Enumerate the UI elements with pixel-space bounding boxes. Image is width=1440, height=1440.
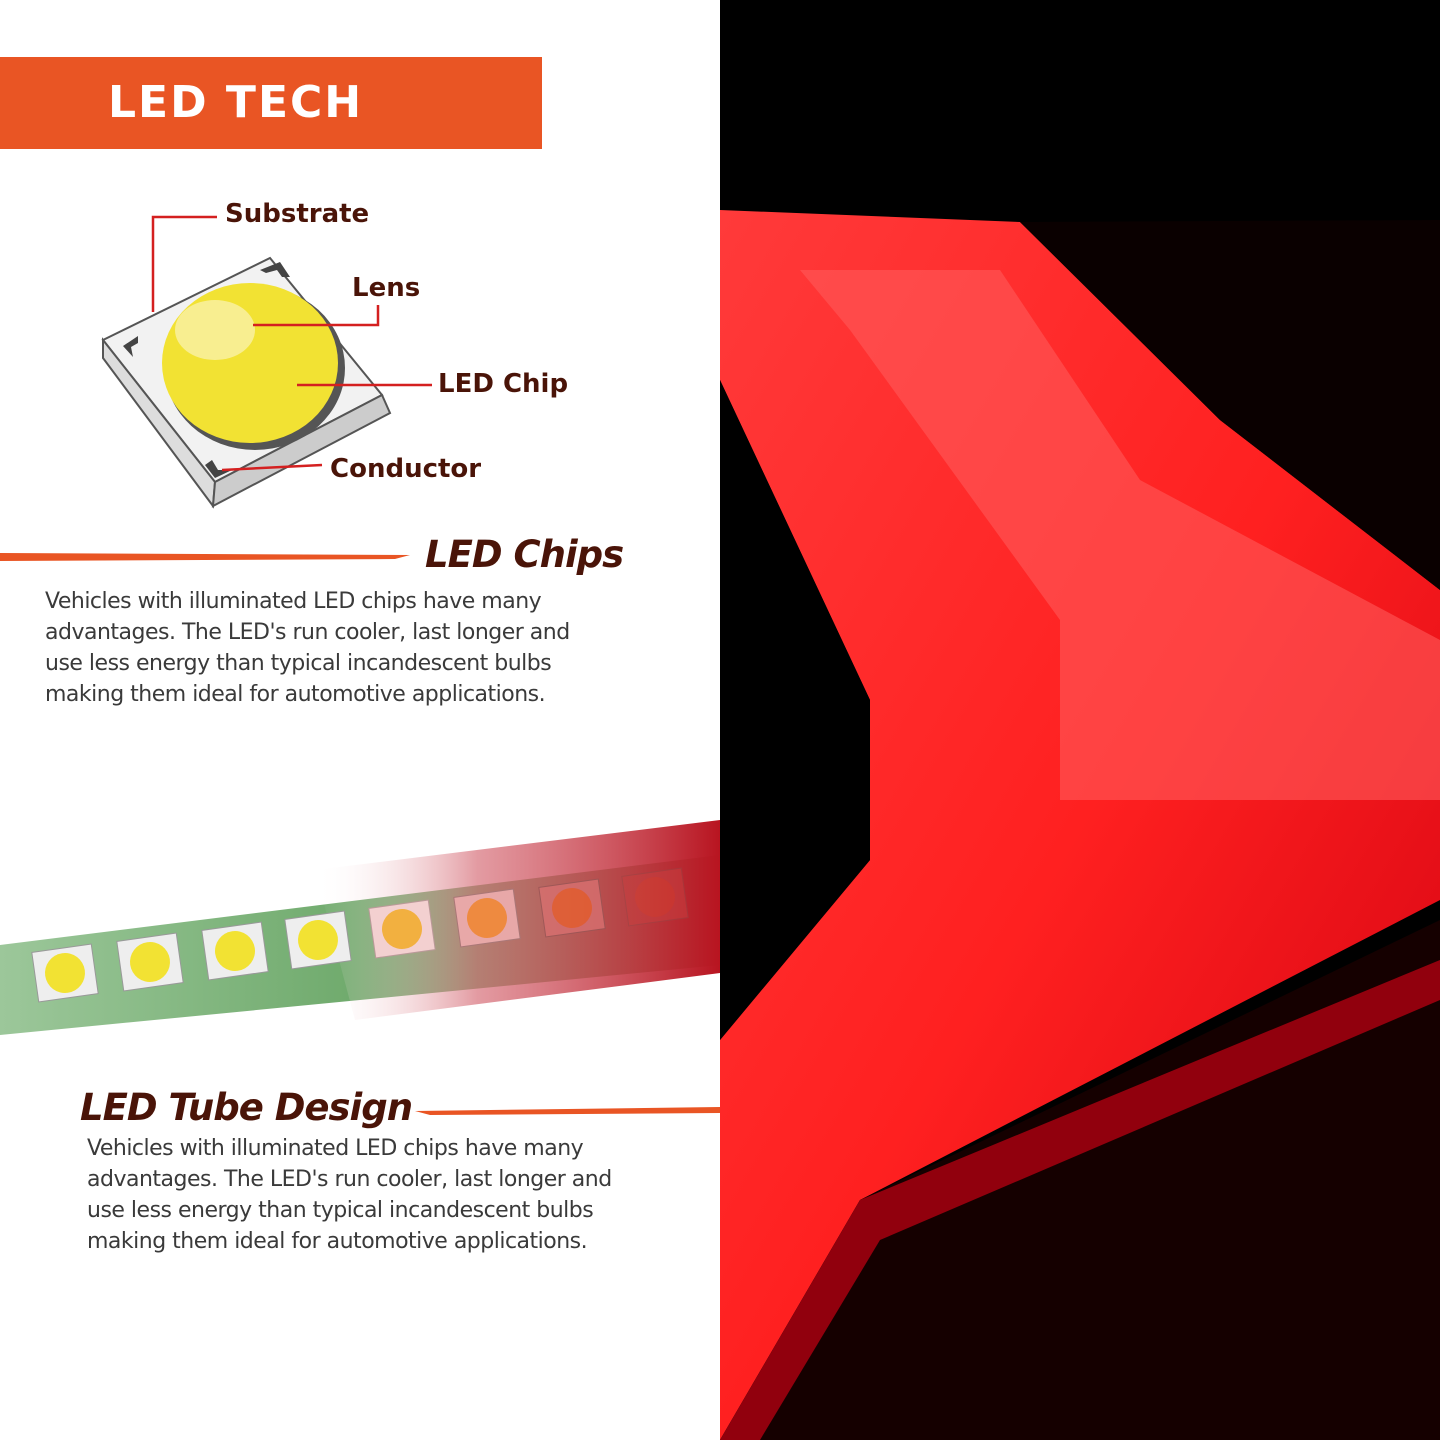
brush-stroke-divider (415, 1107, 720, 1115)
label-led-chip: LED Chip (438, 369, 569, 399)
led-strip-illustration (0, 820, 720, 1035)
label-conductor: Conductor (330, 454, 482, 484)
banner (0, 57, 542, 149)
label-lens: Lens (352, 273, 421, 303)
section-body-led-tube-design: Vehicles with illuminated LED chips have… (87, 1136, 612, 1254)
banner-title: LED TECH (108, 77, 364, 128)
label-substrate: Substrate (225, 199, 370, 229)
left-panel: LED TECH Substrate Lens LED Chip Conduct… (0, 57, 720, 1254)
tail-light-photo (720, 0, 1440, 1440)
section-heading-led-chips: LED Chips (425, 533, 624, 576)
section-body-led-chips: Vehicles with illuminated LED chips have… (45, 589, 570, 707)
led-chip-diagram (101, 215, 432, 509)
section-heading-led-tube-design: LED Tube Design (80, 1086, 413, 1129)
brush-stroke-divider (0, 553, 410, 561)
led-chip-row (31, 867, 689, 1003)
led-tube-glow-image (720, 210, 1440, 1440)
